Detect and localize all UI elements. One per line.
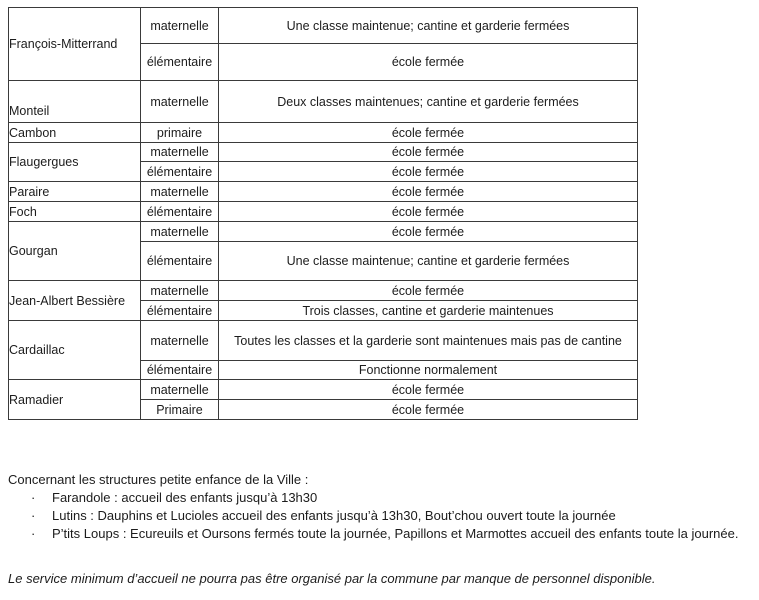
school-name-cell: Monteil xyxy=(8,80,141,123)
level-cell: élémentaire xyxy=(140,360,219,380)
status-cell: école fermée xyxy=(218,201,638,222)
school-name-cell: Cardaillac xyxy=(8,320,141,380)
level-cell: élémentaire xyxy=(140,300,219,321)
status-cell: Une classe maintenue; cantine et garderi… xyxy=(218,241,638,281)
status-cell: école fermée xyxy=(218,142,638,162)
bullet-icon: · xyxy=(31,526,36,541)
status-cell: école fermée xyxy=(218,122,638,143)
level-cell: élémentaire xyxy=(140,201,219,222)
status-cell: école fermée xyxy=(218,221,638,242)
status-cell: Deux classes maintenues; cantine et gard… xyxy=(218,80,638,123)
bullet-text: Lutins : Dauphins et Lucioles accueil de… xyxy=(52,508,616,523)
status-cell: école fermée xyxy=(218,161,638,182)
level-cell: Primaire xyxy=(140,399,219,420)
school-name-cell: Ramadier xyxy=(8,379,141,420)
level-cell: maternelle xyxy=(140,379,219,400)
level-cell: élémentaire xyxy=(140,43,219,81)
service-minimum-footer-note: Le service minimum d’accueil ne pourra p… xyxy=(8,571,656,586)
status-cell: école fermée xyxy=(218,379,638,400)
level-cell: élémentaire xyxy=(140,161,219,182)
bullet-text: Farandole : accueil des enfants jusqu’à … xyxy=(52,490,318,505)
bullet-text: P’tits Loups : Ecureuils et Oursons ferm… xyxy=(52,526,739,541)
level-cell: élémentaire xyxy=(140,241,219,281)
list-item: · P’tits Loups : Ecureuils et Oursons fe… xyxy=(8,525,738,543)
school-status-table: François-Mitterrand maternelle Une class… xyxy=(8,7,638,420)
status-cell: Trois classes, cantine et garderie maint… xyxy=(218,300,638,321)
level-cell: maternelle xyxy=(140,80,219,123)
school-name-cell: François-Mitterrand xyxy=(8,7,141,81)
status-cell: Fonctionne normalement xyxy=(218,360,638,380)
level-cell: maternelle xyxy=(140,280,219,301)
status-cell: Toutes les classes et la garderie sont m… xyxy=(218,320,638,361)
bullet-icon: · xyxy=(31,508,36,523)
list-item: · Lutins : Dauphins et Lucioles accueil … xyxy=(8,507,738,525)
status-cell: école fermée xyxy=(218,43,638,81)
school-name-cell: Flaugergues xyxy=(8,142,141,182)
level-cell: maternelle xyxy=(140,181,219,202)
early-childhood-notes: Concernant les structures petite enfance… xyxy=(8,471,738,543)
level-cell: maternelle xyxy=(140,142,219,162)
status-cell: école fermée xyxy=(218,280,638,301)
level-cell: maternelle xyxy=(140,221,219,242)
level-cell: primaire xyxy=(140,122,219,143)
school-name-cell: Cambon xyxy=(8,122,141,143)
level-cell: maternelle xyxy=(140,320,219,361)
school-name-cell: Foch xyxy=(8,201,141,222)
level-cell: maternelle xyxy=(140,7,219,44)
school-name-cell: Gourgan xyxy=(8,221,141,281)
school-name-cell: Jean-Albert Bessière xyxy=(8,280,141,321)
status-cell: école fermée xyxy=(218,399,638,420)
status-cell: école fermée xyxy=(218,181,638,202)
status-cell: Une classe maintenue; cantine et garderi… xyxy=(218,7,638,44)
school-name-cell: Paraire xyxy=(8,181,141,202)
list-item: · Farandole : accueil des enfants jusqu’… xyxy=(8,489,738,507)
notes-intro: Concernant les structures petite enfance… xyxy=(8,472,309,487)
bullet-icon: · xyxy=(31,490,36,505)
